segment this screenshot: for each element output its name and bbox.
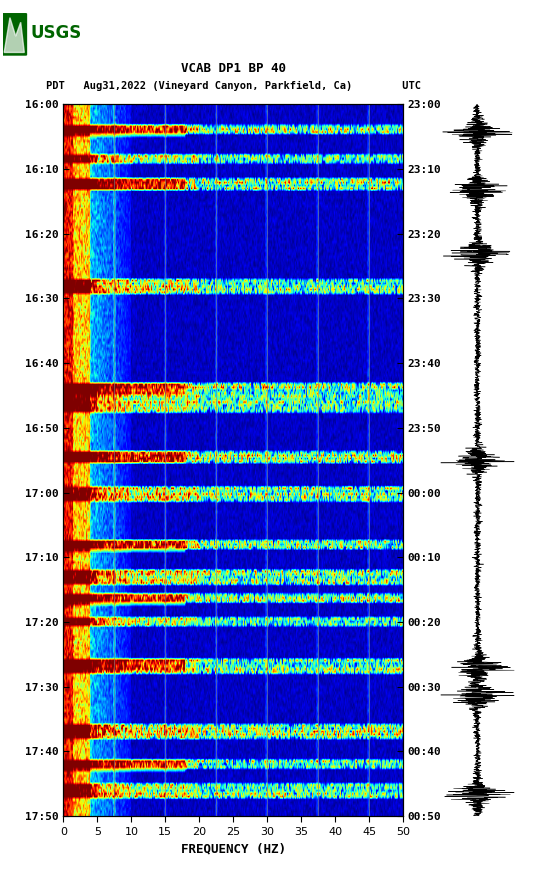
FancyBboxPatch shape xyxy=(1,13,27,55)
Text: PDT   Aug31,2022 (Vineyard Canyon, Parkfield, Ca)        UTC: PDT Aug31,2022 (Vineyard Canyon, Parkfie… xyxy=(46,80,421,91)
Text: USGS: USGS xyxy=(30,24,81,42)
Text: VCAB DP1 BP 40: VCAB DP1 BP 40 xyxy=(181,62,286,75)
X-axis label: FREQUENCY (HZ): FREQUENCY (HZ) xyxy=(181,842,286,855)
Polygon shape xyxy=(4,18,24,53)
